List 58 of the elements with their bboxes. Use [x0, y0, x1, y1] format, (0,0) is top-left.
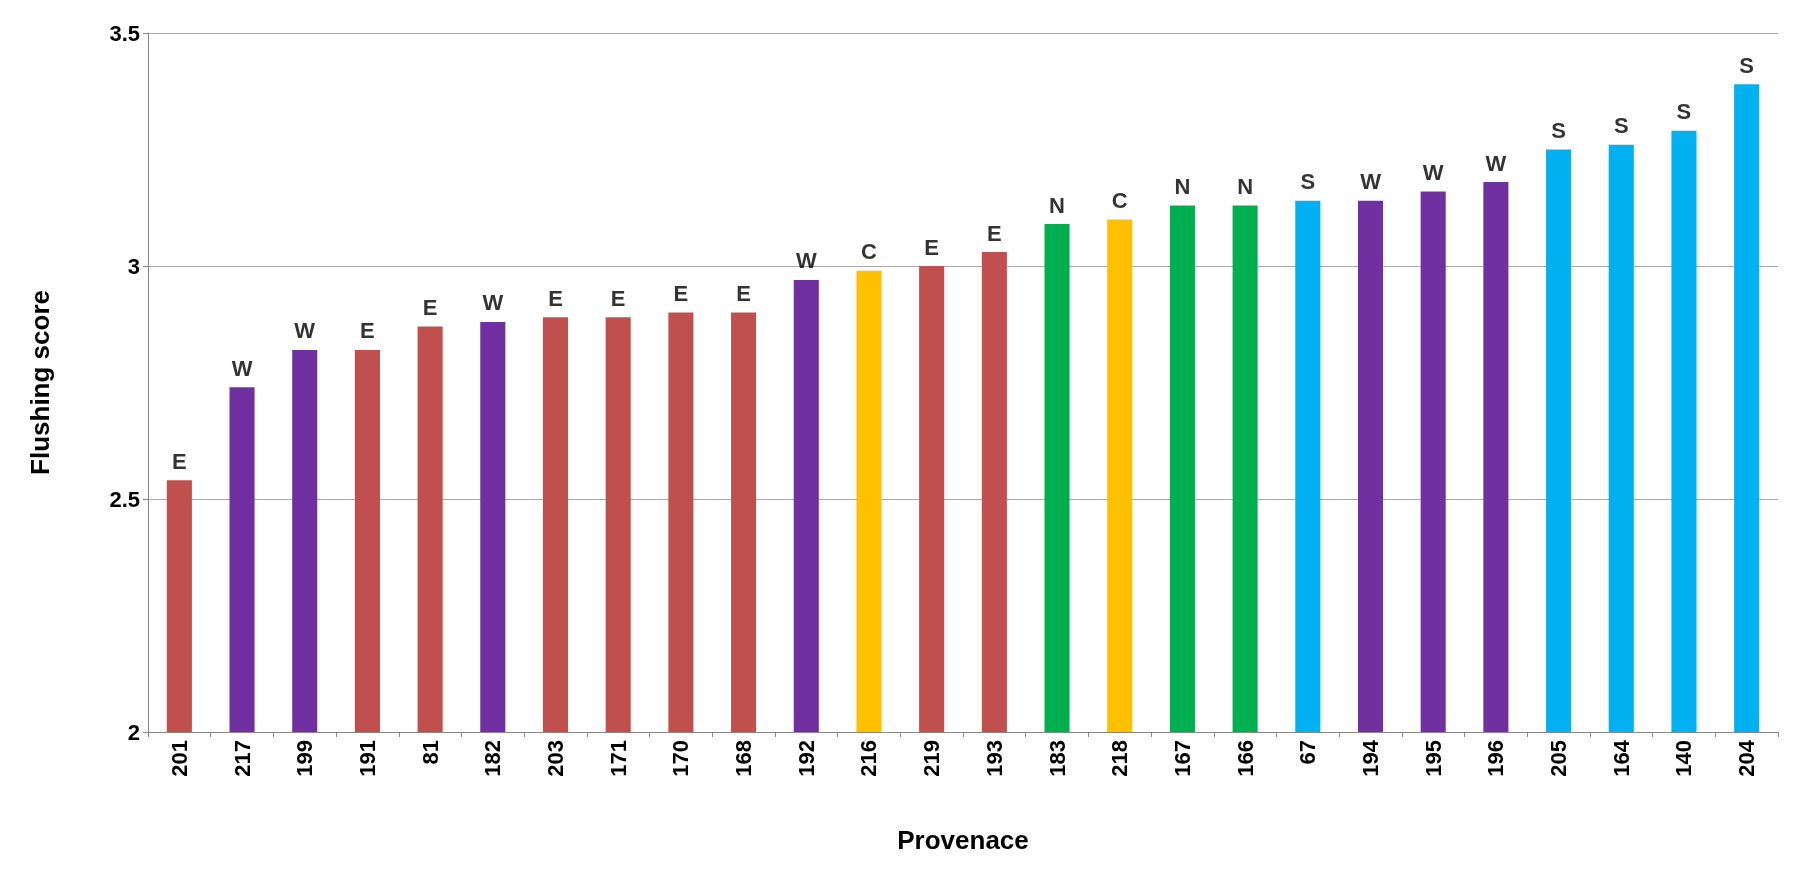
annotation: E — [610, 285, 626, 311]
x-tick-label: 195 — [1420, 740, 1446, 777]
annotation: N — [1174, 173, 1191, 199]
annotation: W — [1360, 169, 1382, 195]
annotation: C — [1111, 187, 1128, 213]
x-tick-label: 216 — [856, 740, 882, 777]
x-tick-label: 171 — [605, 740, 631, 777]
x-tick-label: 194 — [1358, 739, 1383, 777]
x-tick-label: 183 — [1044, 740, 1070, 777]
x-tick-label: 204 — [1734, 739, 1760, 777]
annotation: W — [1485, 150, 1507, 176]
annotation: W — [231, 355, 253, 381]
x-tick-label: 81 — [417, 740, 443, 765]
annotation: E — [673, 281, 689, 307]
x-tick-label: 205 — [1546, 740, 1572, 777]
annotation: E — [987, 220, 1002, 246]
annotation: W — [1422, 159, 1444, 185]
y-tick-label: 3.5 — [109, 20, 140, 46]
annotation: S — [1676, 99, 1692, 125]
annotation: S — [1300, 169, 1316, 195]
x-tick-label: 217 — [229, 740, 255, 777]
annotation: W — [795, 248, 817, 274]
x-tick-label: 219 — [919, 740, 945, 777]
y-tick-label: 2 — [127, 719, 140, 745]
x-tick-label: 196 — [1483, 740, 1509, 777]
annotation: W — [294, 318, 316, 344]
x-tick-label: 67 — [1295, 740, 1321, 765]
annotation: W — [482, 290, 504, 316]
x-tick-label: 201 — [166, 740, 192, 777]
x-tick-label: 193 — [981, 740, 1007, 777]
x-tick-label: 192 — [793, 740, 819, 777]
annotation: E — [422, 295, 438, 321]
x-tick-label: 199 — [292, 740, 318, 777]
x-tick-label: 203 — [543, 740, 568, 777]
x-tick-label: 166 — [1232, 740, 1258, 777]
x-tick-label: 170 — [668, 740, 694, 777]
annotation: S — [1739, 52, 1754, 78]
annotation: S — [1551, 118, 1566, 143]
annotation: E — [172, 448, 187, 474]
annotation: N — [1237, 173, 1254, 199]
annotation: E — [360, 318, 375, 344]
annotation: E — [924, 234, 939, 260]
x-tick-label: 191 — [354, 740, 380, 777]
annotation: N — [1049, 192, 1065, 218]
x-tick-label: 218 — [1107, 740, 1133, 777]
annotation: E — [736, 281, 751, 307]
x-tick-label: 168 — [731, 740, 757, 777]
annotation: S — [1613, 113, 1629, 139]
y-tick-label: 3 — [127, 253, 140, 279]
x-tick-label: 164 — [1608, 739, 1634, 777]
y-tick-label: 2.5 — [109, 486, 140, 512]
y-axis-title: Flushing score — [25, 290, 55, 475]
x-tick-label: 140 — [1671, 740, 1697, 777]
x-axis-title: Provenace — [897, 825, 1029, 855]
x-tick-label: 182 — [480, 740, 506, 777]
x-tick-label: 167 — [1169, 740, 1195, 777]
annotation: E — [548, 285, 563, 311]
annotation: C — [861, 239, 878, 265]
